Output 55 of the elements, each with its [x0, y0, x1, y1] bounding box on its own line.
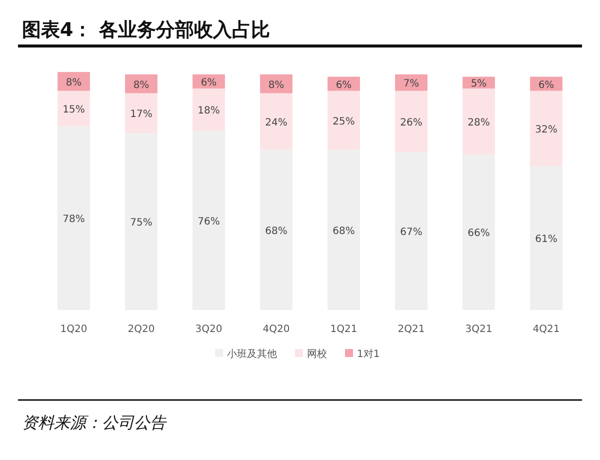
data-label: 68%: [332, 226, 355, 237]
bar: [530, 166, 562, 310]
data-label: 8%: [133, 80, 150, 91]
bar: [260, 93, 292, 150]
x-tick-label: 3Q20: [195, 324, 222, 335]
x-tick-label: 4Q21: [532, 324, 560, 335]
x-tick-label: 1Q21: [330, 324, 358, 335]
bar: [125, 93, 158, 134]
data-label: 25%: [332, 116, 355, 128]
data-label: 6%: [538, 80, 554, 91]
data-label: 24%: [265, 117, 288, 128]
data-label: 7%: [403, 78, 420, 90]
data-label: 66%: [468, 228, 490, 240]
data-label: 8%: [268, 80, 284, 91]
bar: [192, 130, 225, 310]
bar: [395, 90, 428, 152]
bar: [192, 88, 225, 131]
bar: [395, 74, 428, 91]
bar: [462, 88, 495, 154]
data-label: 78%: [62, 214, 85, 226]
legend-label: 1对1: [357, 348, 380, 360]
x-tick-label: 3Q21: [465, 324, 492, 335]
data-label: 6%: [336, 80, 352, 91]
bar: [58, 90, 90, 126]
data-label: 67%: [400, 227, 422, 238]
x-tick-label: 2Q21: [398, 324, 425, 335]
legend-label: 网校: [307, 348, 327, 360]
data-label: 68%: [265, 226, 288, 237]
bar: [260, 150, 292, 310]
data-label: 5%: [470, 78, 487, 90]
x-tick-label: 1Q20: [60, 324, 88, 335]
x-tick-label: 4Q20: [262, 324, 290, 335]
data-label: 28%: [468, 117, 490, 128]
data-label: 61%: [535, 234, 558, 246]
data-label: 18%: [198, 106, 220, 117]
legend-label: 小班及其他: [227, 348, 277, 360]
data-label: 26%: [400, 117, 422, 128]
data-label: 75%: [130, 218, 152, 229]
data-label: 17%: [130, 109, 152, 120]
bar: [530, 90, 562, 166]
bar: [58, 126, 90, 310]
data-label: 32%: [535, 124, 558, 136]
data-label: 8%: [66, 77, 82, 88]
bar: [58, 72, 90, 91]
bar: [462, 154, 495, 310]
text: 资料来源：公司公告: [22, 413, 167, 432]
data-label: 6%: [200, 77, 217, 88]
bar: [328, 90, 360, 150]
x-tick-label: 2Q20: [128, 324, 155, 335]
data-label: 76%: [198, 216, 220, 228]
data-label: 15%: [62, 104, 85, 116]
bar: [395, 152, 428, 310]
chart-title: 图表4： 各业务分部收入占比: [22, 19, 270, 41]
bar: [125, 133, 158, 310]
bar: [328, 150, 360, 310]
